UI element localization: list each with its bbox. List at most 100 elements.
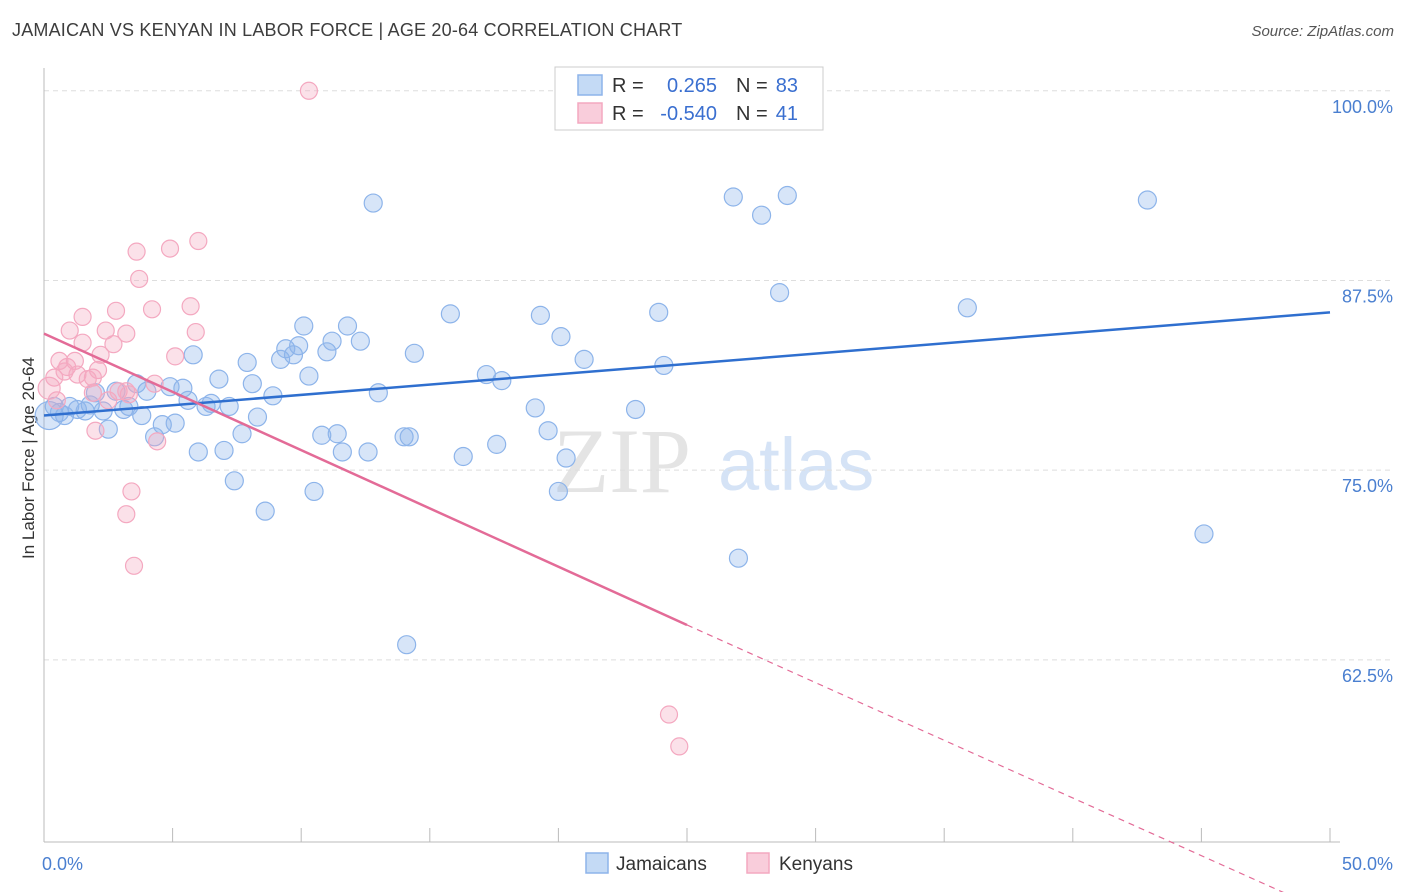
jamaicans-point (453, 446, 473, 467)
jamaicans-point (165, 413, 185, 433)
jamaicans-point (242, 374, 262, 394)
kenyans-point (148, 432, 167, 451)
jamaicans-point (232, 424, 252, 444)
jamaicans-point (556, 448, 576, 468)
kenyans-point (117, 324, 136, 343)
correlation-legend: R = 0.265 N = 83 R = -0.540 N = 41 (554, 66, 824, 131)
kenyans-point (181, 297, 200, 316)
jamaicans-point (350, 331, 370, 351)
kenyans-point (45, 368, 64, 387)
kenyans-point (186, 322, 205, 342)
jamaicans-point (1137, 190, 1157, 210)
jamaicans-point (337, 316, 358, 336)
kenyans-point (47, 391, 66, 410)
jamaicans-point (289, 336, 309, 356)
jamaicans-point (255, 501, 275, 521)
jamaicans-point (299, 366, 319, 386)
legend-n-label-1: N = (736, 75, 768, 97)
kenyans-trend-line (43, 332, 688, 627)
jamaicans-point (137, 381, 157, 401)
kenyans-point (130, 269, 149, 289)
kenyans-point (119, 385, 138, 404)
jamaicans-point (322, 331, 342, 351)
legend-r-label-2: R = (612, 103, 644, 125)
y-tick-label: 87.5% (1342, 286, 1393, 306)
y-tick-label: 62.5% (1342, 666, 1393, 686)
jamaicans-points (34, 185, 1214, 655)
kenyans-point (299, 81, 319, 100)
legend-r-label-1: R = (612, 75, 644, 97)
jamaicans-point (530, 305, 550, 325)
legend-r-value-2: -0.540 (660, 103, 717, 125)
jamaicans-trend-line (43, 311, 1331, 417)
kenyans-point (96, 321, 115, 340)
x-ticks (43, 828, 1331, 842)
bottom-legend-swatch-jamaicans (585, 852, 609, 874)
kenyans-point (73, 307, 92, 326)
jamaicans-point (548, 481, 569, 502)
jamaicans-point (551, 327, 571, 347)
jamaicans-point (209, 369, 229, 389)
jamaicans-point (1194, 524, 1214, 544)
kenyans-point (142, 300, 162, 319)
jamaicans-point (271, 349, 291, 369)
kenyans-point (88, 360, 108, 380)
jamaicans-point (769, 283, 790, 303)
jamaicans-point (317, 342, 337, 362)
gridlines (44, 90, 1393, 661)
bottom-legend-label-kenyans: Kenyans (779, 854, 853, 875)
kenyans-point (670, 737, 689, 756)
jamaicans-point (363, 193, 383, 213)
legend-n-value-1: 83 (776, 75, 798, 97)
jamaicans-point (487, 434, 507, 454)
jamaicans-point (957, 298, 977, 318)
jamaicans-point (728, 548, 749, 568)
kenyans-point (127, 242, 146, 261)
jamaicans-point (751, 205, 772, 225)
x-tick-label-max: 50.0% (1342, 854, 1393, 874)
watermark-zip: ZIP (553, 410, 691, 512)
jamaicans-point (538, 421, 558, 441)
kenyans-point (104, 335, 123, 354)
kenyans-point (37, 376, 61, 400)
legend-n-label-2: N = (736, 103, 768, 125)
jamaicans-point (214, 440, 234, 461)
trend-lines (43, 311, 1331, 892)
kenyans-point (83, 383, 102, 402)
jamaicans-point (183, 345, 203, 365)
jamaicans-point (312, 425, 332, 445)
kenyans-point (86, 421, 105, 440)
jamaicans-point (358, 442, 378, 462)
jamaicans-point (224, 471, 244, 491)
y-tick-label: 75.0% (1342, 476, 1393, 496)
jamaicans-point (394, 427, 414, 447)
series-legend: Jamaicans Kenyans (585, 852, 853, 875)
kenyans-point (117, 382, 136, 401)
jamaicans-point (283, 345, 304, 365)
jamaicans-point (492, 371, 512, 391)
jamaicans-point (304, 481, 324, 502)
jamaicans-point (723, 187, 743, 207)
x-tick-label-min: 0.0% (42, 854, 83, 874)
kenyans-trend-extension (686, 624, 1284, 892)
kenyans-point (60, 321, 79, 340)
jamaicans-point (399, 427, 419, 447)
kenyans-point (659, 705, 679, 724)
jamaicans-point (649, 302, 669, 322)
bottom-legend-swatch-kenyans (746, 852, 770, 874)
watermark-atlas: atlas (718, 423, 874, 506)
jamaicans-point (440, 304, 460, 324)
kenyans-point (109, 382, 128, 401)
y-tick-label: 100.0% (1332, 97, 1393, 117)
jamaicans-point (525, 398, 545, 418)
jamaicans-point (404, 343, 424, 363)
jamaicans-point (294, 316, 314, 336)
legend-n-value-2: 41 (776, 103, 798, 125)
kenyans-point (122, 482, 141, 501)
jamaicans-point (574, 349, 594, 369)
y-tick-labels: 62.5% 75.0% 87.5% 100.0% (1332, 97, 1393, 686)
jamaicans-point (625, 399, 646, 420)
kenyans-point (99, 391, 118, 410)
chart-source: Source: ZipAtlas.com (1251, 23, 1394, 40)
